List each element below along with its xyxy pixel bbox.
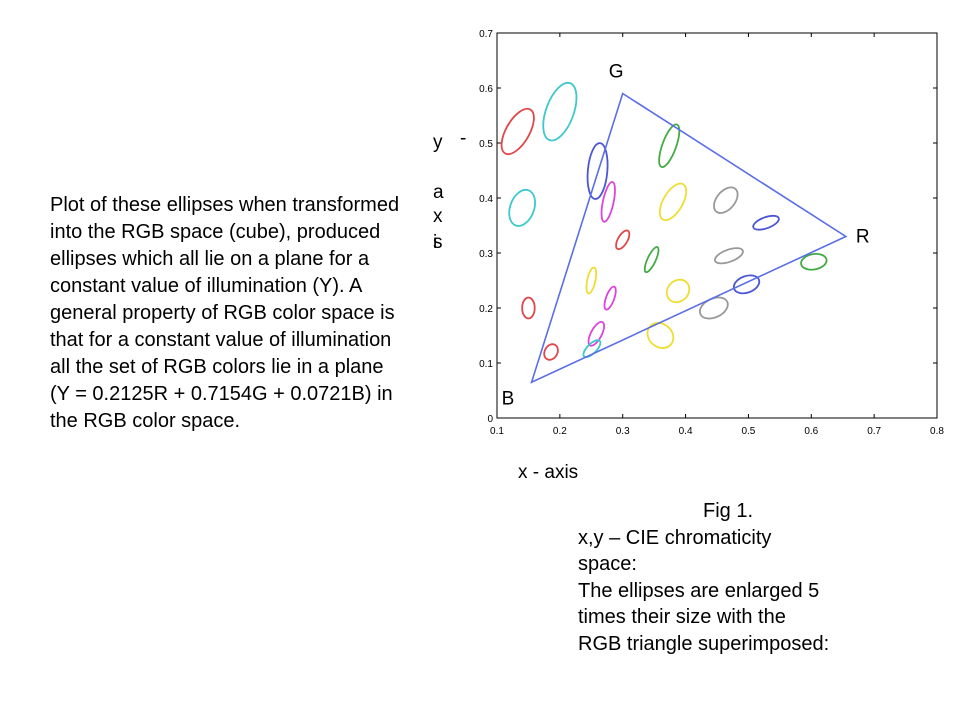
vertex-label-b: B [502, 388, 515, 409]
caption-line: The ellipses are enlarged 5 [578, 579, 820, 602]
y-axis-label-char: i [433, 232, 437, 253]
chromaticity-ellipse [615, 229, 631, 251]
y-tick-label: 0.5 [479, 139, 493, 150]
chromaticity-ellipse [542, 81, 578, 142]
plot-frame [496, 32, 938, 419]
x-axis-ticks: 0.1 0.2 0.3 0.4 0.5 0.6 0.7 0.8 [490, 33, 944, 437]
chromaticity-ellipse [587, 321, 606, 347]
chromaticity-ellipse [500, 107, 535, 156]
y-tick-label: 0.6 [479, 84, 493, 95]
y-tick-label: 0.4 [479, 194, 493, 205]
caption-line: RGB triangle superimposed: [578, 632, 830, 655]
y-tick-label: 0.3 [479, 249, 493, 260]
chromaticity-ellipse [658, 123, 681, 168]
description-text: Plot of these ellipses when transformed … [50, 194, 400, 432]
y-tick-label: 0.7 [479, 29, 493, 40]
chromaticity-ellipse [603, 285, 617, 311]
y-axis-label-char: s [433, 232, 443, 253]
x-tick-label: 0.7 [867, 426, 881, 437]
vertex-label-r: R [856, 227, 870, 248]
vertex-label-layer: G R B [502, 62, 870, 410]
chromaticity-ellipse [508, 188, 536, 227]
x-tick-label: 0.5 [741, 426, 755, 437]
y-tick-label: 0.1 [479, 359, 493, 370]
chromaticity-ellipse [521, 296, 536, 320]
chromaticity-ellipse [543, 343, 559, 361]
y-tick-label: 0.2 [479, 304, 493, 315]
x-tick-label: 0.1 [490, 426, 504, 437]
chromaticity-ellipse [658, 182, 688, 222]
chromaticity-ellipse [714, 247, 744, 265]
y-axis-label-char: a [433, 182, 444, 203]
x-axis-label: x - axis [518, 462, 578, 483]
ellipse-layer [500, 81, 828, 361]
caption-line: x,y – CIE chromaticity [578, 526, 772, 549]
y-axis-label-char: y [433, 132, 443, 153]
x-tick-label: 0.3 [616, 426, 630, 437]
y-axis-label-char: - [460, 128, 466, 149]
x-tick-label: 0.2 [553, 426, 567, 437]
x-tick-label: 0.4 [679, 426, 693, 437]
chromaticity-ellipse [586, 142, 609, 200]
chromaticity-ellipse [800, 252, 828, 271]
chromaticity-ellipse [713, 186, 739, 214]
figure-caption: Fig 1. x,y – CIE chromaticity space: The… [578, 498, 908, 657]
figure-label: Fig 1. [703, 500, 754, 522]
chromaticity-ellipse [585, 266, 598, 295]
caption-line: space: [578, 553, 637, 575]
x-tick-label: 0.6 [804, 426, 818, 437]
rgb-triangle-layer [530, 92, 848, 384]
chromaticity-ellipse [600, 181, 616, 223]
caption-line: times their size with the [578, 606, 786, 628]
y-axis-ticks: 0 0.1 0.2 0.3 0.4 0.5 0.6 0.7 [479, 29, 937, 425]
y-axis-label-char: x [433, 206, 443, 227]
rgb-triangle [530, 92, 848, 384]
y-axis-label: y - axis [433, 128, 466, 253]
y-tick-label: 0 [487, 414, 493, 425]
vertex-label-g: G [609, 62, 624, 83]
chromaticity-ellipse [752, 214, 780, 231]
x-tick-label: 0.8 [930, 426, 944, 437]
chromaticity-ellipse [665, 278, 691, 304]
chromaticity-ellipse [643, 246, 660, 274]
